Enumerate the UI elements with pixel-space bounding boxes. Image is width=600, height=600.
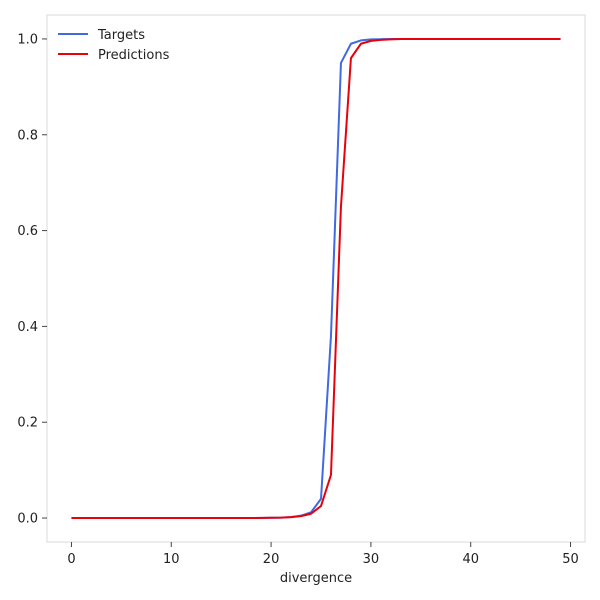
y-tick-label: 0.6: [17, 224, 38, 239]
legend: Targets Predictions: [58, 28, 170, 63]
x-tick-label: 50: [562, 552, 579, 567]
x-tick-label: 10: [163, 552, 180, 567]
x-axis-title: divergence: [280, 571, 352, 586]
series-line-targets: [71, 37, 561, 520]
legend-label-targets: Targets: [97, 28, 145, 43]
y-tick-label: 0.2: [17, 416, 38, 431]
y-axis-ticks: 0.0 0.2 0.4 0.6 0.8 1.0: [17, 32, 47, 527]
series-line-predictions: [71, 37, 561, 520]
series-lines: [71, 37, 561, 520]
y-tick-label: 0.0: [17, 512, 38, 527]
plot-area: [46, 14, 586, 543]
legend-label-predictions: Predictions: [98, 48, 170, 63]
x-tick-label: 40: [462, 552, 479, 567]
y-tick-label: 0.4: [17, 320, 38, 335]
x-tick-label: 20: [263, 552, 280, 567]
x-axis-ticks: 0 10 20 30 40 50: [67, 542, 579, 567]
y-tick-label: 0.8: [17, 128, 38, 143]
x-tick-label: 30: [363, 552, 380, 567]
x-tick-label: 0: [67, 552, 75, 567]
y-tick-label: 1.0: [17, 32, 38, 47]
